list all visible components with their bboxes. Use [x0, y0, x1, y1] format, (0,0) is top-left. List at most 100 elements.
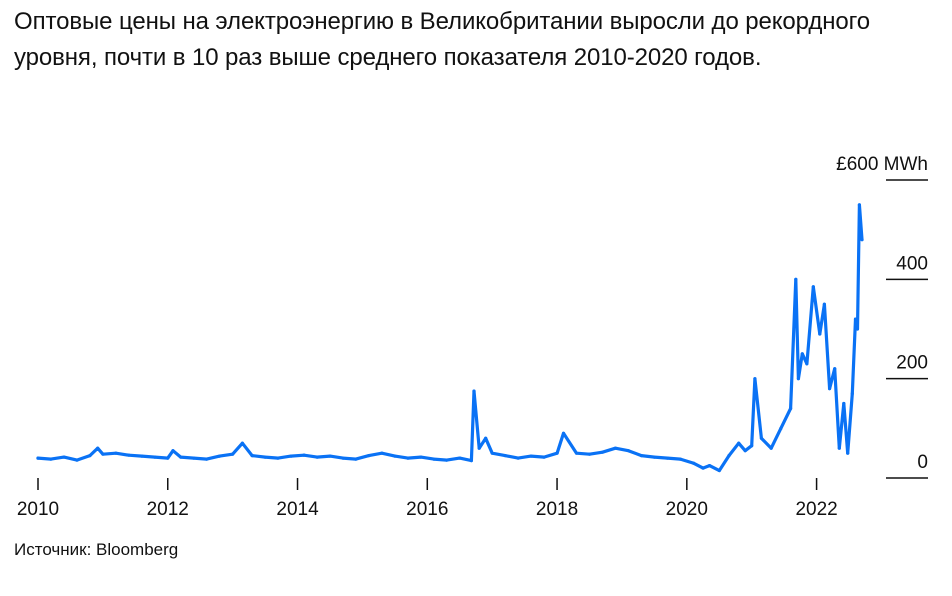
- price-point: [75, 458, 79, 462]
- price-point: [114, 451, 118, 455]
- x-tick-label: 2012: [147, 499, 189, 520]
- price-series-line: [36, 203, 864, 473]
- price-point: [472, 389, 476, 393]
- price-point: [484, 436, 488, 440]
- price-point: [789, 406, 793, 411]
- price-point: [701, 466, 705, 470]
- price-point: [469, 459, 474, 463]
- price-point: [753, 377, 757, 381]
- price-point: [779, 426, 783, 430]
- price-point: [171, 449, 175, 453]
- price-point: [613, 446, 618, 450]
- price-point: [805, 362, 809, 366]
- price-point: [800, 352, 804, 356]
- price-point: [419, 455, 423, 459]
- price-point: [639, 454, 644, 458]
- price-point: [574, 451, 579, 455]
- price-point: [846, 451, 850, 455]
- price-point: [665, 456, 669, 460]
- x-axis: 2010 2012 2014 2016 2018 2020 2022: [17, 478, 838, 520]
- price-point: [822, 302, 826, 306]
- price-point: [555, 451, 559, 455]
- chart-title: Оптовые цены на электроэнергию в Великоб…: [14, 8, 871, 71]
- price-point: [833, 367, 837, 371]
- price-point: [811, 285, 815, 289]
- price-point: [179, 455, 183, 459]
- price-point: [354, 457, 358, 461]
- price-point: [707, 463, 712, 468]
- x-tick-label: 2010: [17, 499, 59, 520]
- price-point: [529, 454, 533, 458]
- price-point: [445, 458, 449, 462]
- price-point: [737, 441, 741, 445]
- price-point: [263, 455, 267, 459]
- price-point: [240, 441, 244, 445]
- y-tick-label: 400: [896, 253, 928, 274]
- y-tick-label: 0: [917, 452, 928, 473]
- price-point: [458, 456, 462, 460]
- price-point: [101, 452, 105, 456]
- price-point: [153, 455, 157, 459]
- price-point: [794, 277, 798, 281]
- price-point: [250, 454, 254, 458]
- price-point: [587, 452, 592, 456]
- price-point: [561, 431, 566, 435]
- price-point: [652, 455, 656, 459]
- price-point: [380, 451, 384, 455]
- y-tick-label: 200: [896, 353, 928, 374]
- price-point: [691, 461, 695, 465]
- price-point: [406, 456, 410, 460]
- y-tick-label: £600 MWh: [836, 154, 928, 175]
- price-point: [432, 457, 436, 461]
- price-point: [717, 468, 721, 473]
- price-point: [289, 454, 293, 458]
- price-point: [477, 446, 481, 450]
- price-point: [837, 446, 841, 450]
- price-point: [231, 452, 235, 456]
- price-point: [769, 446, 773, 450]
- price-point: [341, 456, 345, 460]
- source-note: Источник: Bloomberg: [14, 540, 179, 559]
- price-point: [516, 456, 520, 460]
- price-point: [49, 457, 53, 461]
- price-point: [860, 238, 864, 242]
- price-point: [855, 327, 860, 331]
- series-layer: [36, 203, 864, 473]
- price-point: [276, 456, 280, 460]
- price-point: [678, 457, 682, 461]
- price-point: [140, 454, 144, 458]
- price-point: [36, 456, 40, 460]
- x-tick-label: 2016: [406, 499, 448, 520]
- price-point: [727, 454, 731, 458]
- price-point: [62, 455, 66, 459]
- price-point: [818, 332, 822, 336]
- x-tick-label: 2014: [276, 499, 319, 520]
- price-point: [315, 455, 319, 459]
- price-point: [166, 456, 170, 460]
- price-point: [743, 449, 747, 453]
- price-point: [750, 444, 754, 448]
- price-point: [490, 451, 494, 455]
- price-point: [302, 453, 306, 457]
- price-point: [759, 436, 764, 440]
- price-point: [127, 453, 131, 457]
- price-point: [626, 449, 631, 453]
- price-point: [542, 455, 546, 459]
- price-point: [367, 454, 371, 458]
- price-point: [842, 401, 846, 406]
- x-tick-label: 2020: [666, 499, 708, 520]
- price-point: [796, 377, 801, 381]
- x-tick-label: 2022: [795, 499, 837, 520]
- price-point: [192, 456, 196, 460]
- price-point: [218, 454, 222, 458]
- y-axis: 0 200 400 £600 MWh: [836, 154, 928, 479]
- price-point: [600, 450, 605, 454]
- price-point: [853, 317, 858, 321]
- price-point: [205, 457, 209, 461]
- price-point: [88, 454, 92, 458]
- price-point: [857, 203, 862, 207]
- price-point: [827, 387, 832, 391]
- price-point: [96, 446, 100, 450]
- price-point: [850, 391, 854, 396]
